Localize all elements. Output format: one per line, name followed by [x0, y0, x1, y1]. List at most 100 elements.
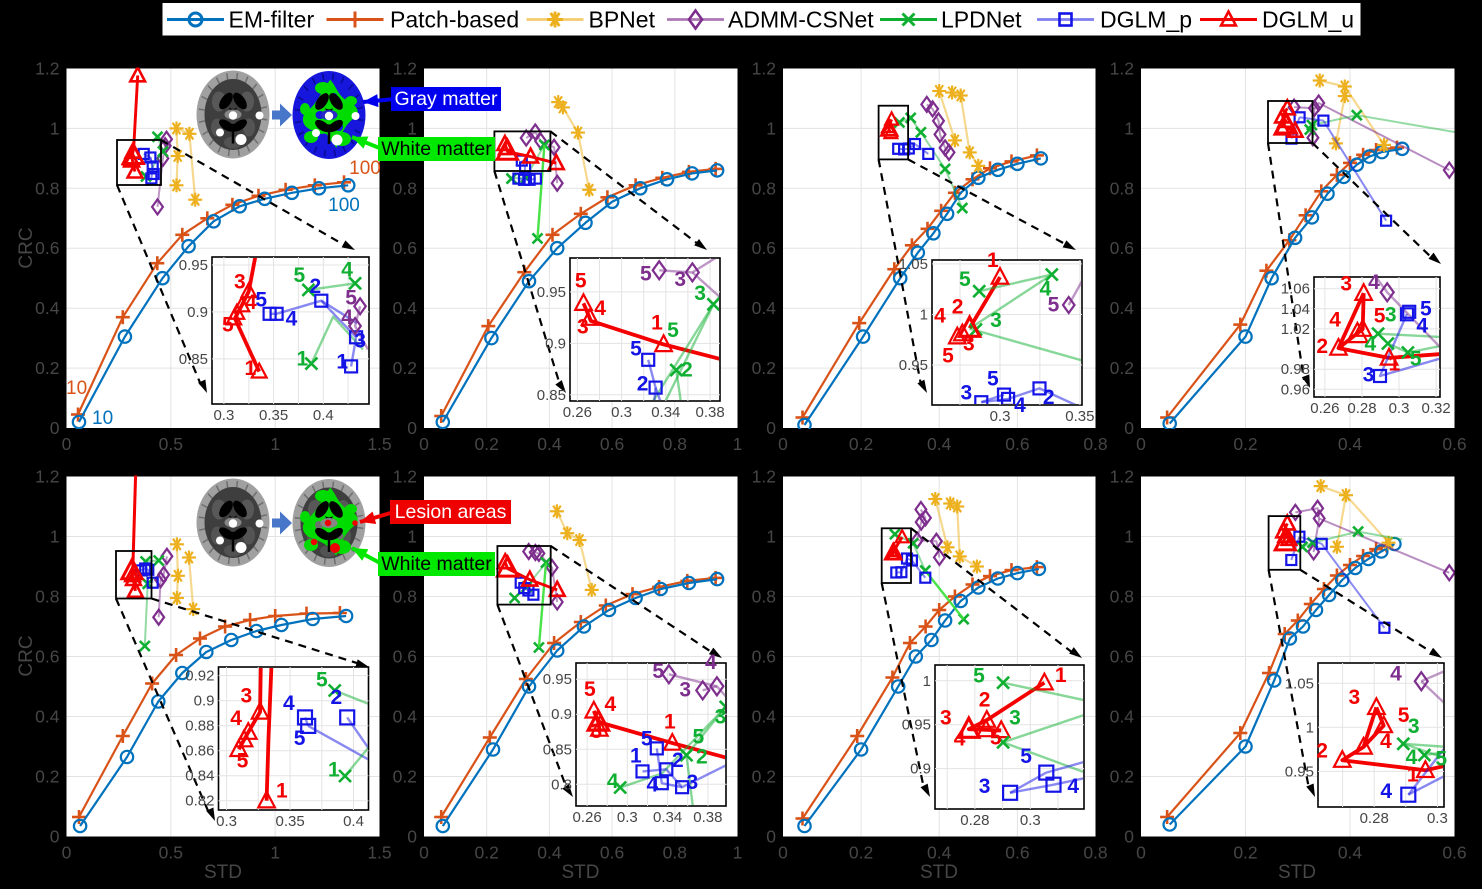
- svg-text:1: 1: [766, 527, 776, 547]
- svg-text:0.2: 0.2: [393, 767, 417, 787]
- svg-text:1: 1: [297, 348, 309, 371]
- svg-text:2: 2: [1043, 386, 1055, 409]
- svg-text:0.95: 0.95: [899, 357, 928, 374]
- svg-text:0.3: 0.3: [617, 809, 638, 826]
- svg-text:0.8: 0.8: [393, 178, 417, 198]
- svg-text:0.8: 0.8: [663, 434, 687, 454]
- svg-text:0: 0: [419, 434, 429, 454]
- svg-text:4: 4: [607, 770, 619, 793]
- svg-text:0.9: 0.9: [194, 693, 215, 710]
- svg-text:5: 5: [641, 727, 653, 750]
- svg-text:0: 0: [778, 843, 788, 863]
- svg-text:3: 3: [963, 332, 975, 355]
- svg-text:0.6: 0.6: [35, 647, 59, 667]
- svg-text:0.4: 0.4: [393, 707, 418, 727]
- svg-text:1: 1: [336, 350, 348, 373]
- svg-text:0.4: 0.4: [752, 707, 777, 727]
- svg-text:0.8: 0.8: [1083, 434, 1107, 454]
- svg-text:1.04: 1.04: [1281, 301, 1310, 318]
- svg-text:5: 5: [630, 338, 642, 361]
- svg-text:5: 5: [667, 319, 679, 342]
- svg-text:2: 2: [672, 749, 684, 772]
- svg-text:0.6: 0.6: [393, 238, 417, 258]
- svg-text:0.8: 0.8: [1083, 843, 1107, 863]
- svg-text:1: 1: [1389, 353, 1401, 376]
- svg-text:0.34: 0.34: [651, 404, 680, 421]
- svg-text:5: 5: [1398, 704, 1410, 727]
- svg-text:0.6: 0.6: [1442, 843, 1466, 863]
- svg-text:0.9: 0.9: [910, 761, 931, 778]
- svg-text:3: 3: [694, 282, 706, 305]
- svg-text:3: 3: [961, 381, 973, 404]
- svg-text:1.06: 1.06: [1281, 281, 1310, 298]
- svg-text:0.6: 0.6: [35, 238, 59, 258]
- svg-text:0.85: 0.85: [537, 387, 566, 404]
- svg-text:0.3: 0.3: [990, 408, 1011, 425]
- svg-text:0.95: 0.95: [1285, 763, 1314, 780]
- svg-text:1: 1: [1124, 527, 1134, 547]
- svg-text:4: 4: [934, 305, 946, 328]
- svg-text:1: 1: [1407, 764, 1419, 787]
- svg-text:10: 10: [92, 408, 113, 429]
- svg-text:1: 1: [244, 357, 256, 380]
- svg-text:0.3: 0.3: [213, 407, 234, 424]
- svg-text:0.6: 0.6: [1005, 434, 1029, 454]
- svg-text:2: 2: [952, 296, 964, 319]
- svg-text:1.2: 1.2: [752, 59, 776, 79]
- svg-text:0.2: 0.2: [752, 767, 776, 787]
- svg-text:0.4: 0.4: [35, 298, 60, 318]
- svg-text:White matter: White matter: [381, 553, 492, 575]
- svg-text:0.3: 0.3: [216, 813, 237, 830]
- svg-text:0.4: 0.4: [1338, 434, 1363, 454]
- svg-text:4: 4: [245, 291, 257, 314]
- svg-text:0.2: 0.2: [1233, 843, 1257, 863]
- svg-text:1: 1: [1055, 664, 1067, 687]
- svg-text:1: 1: [630, 744, 642, 767]
- svg-text:0: 0: [419, 843, 429, 863]
- svg-text:1: 1: [664, 711, 676, 734]
- svg-text:0.9: 0.9: [545, 335, 566, 352]
- svg-text:2: 2: [331, 686, 343, 709]
- svg-text:0.4: 0.4: [1110, 298, 1135, 318]
- svg-text:5: 5: [222, 314, 234, 337]
- svg-text:1.2: 1.2: [1110, 467, 1134, 487]
- svg-text:0.2: 0.2: [1233, 434, 1257, 454]
- svg-text:4: 4: [230, 707, 242, 730]
- svg-text:1: 1: [920, 307, 928, 324]
- svg-text:4: 4: [1040, 277, 1052, 300]
- svg-text:3: 3: [674, 268, 686, 291]
- svg-text:0.38: 0.38: [693, 809, 722, 826]
- svg-text:5: 5: [294, 727, 306, 750]
- svg-text:0.2: 0.2: [849, 843, 873, 863]
- svg-text:0.95: 0.95: [179, 257, 208, 274]
- svg-text:4: 4: [283, 692, 295, 715]
- svg-text:DGLM_u: DGLM_u: [1262, 7, 1354, 33]
- svg-text:0.26: 0.26: [572, 809, 601, 826]
- svg-text:LPDNet: LPDNet: [941, 7, 1022, 33]
- svg-text:0.85: 0.85: [543, 741, 572, 758]
- svg-text:5: 5: [652, 660, 664, 683]
- svg-text:5: 5: [987, 368, 999, 391]
- svg-text:5: 5: [1435, 748, 1447, 771]
- svg-text:0.8: 0.8: [1110, 178, 1134, 198]
- svg-text:3: 3: [679, 678, 691, 701]
- svg-text:2: 2: [681, 358, 693, 381]
- svg-text:0.26: 0.26: [563, 404, 592, 421]
- svg-text:4: 4: [1390, 662, 1402, 685]
- svg-text:0.96: 0.96: [1281, 381, 1310, 398]
- svg-text:1: 1: [766, 118, 776, 138]
- svg-text:0.2: 0.2: [35, 767, 59, 787]
- svg-text:1: 1: [270, 434, 280, 454]
- svg-text:1: 1: [923, 673, 931, 690]
- svg-text:STD: STD: [920, 862, 958, 883]
- svg-text:2: 2: [309, 275, 321, 298]
- svg-text:5: 5: [255, 288, 267, 311]
- svg-text:4: 4: [341, 258, 353, 281]
- svg-text:0.4: 0.4: [927, 434, 952, 454]
- svg-text:0: 0: [62, 434, 72, 454]
- svg-text:5: 5: [345, 286, 357, 309]
- svg-text:5: 5: [959, 268, 971, 291]
- svg-text:4: 4: [1380, 780, 1392, 803]
- svg-text:3: 3: [240, 685, 252, 708]
- svg-text:0: 0: [407, 418, 417, 438]
